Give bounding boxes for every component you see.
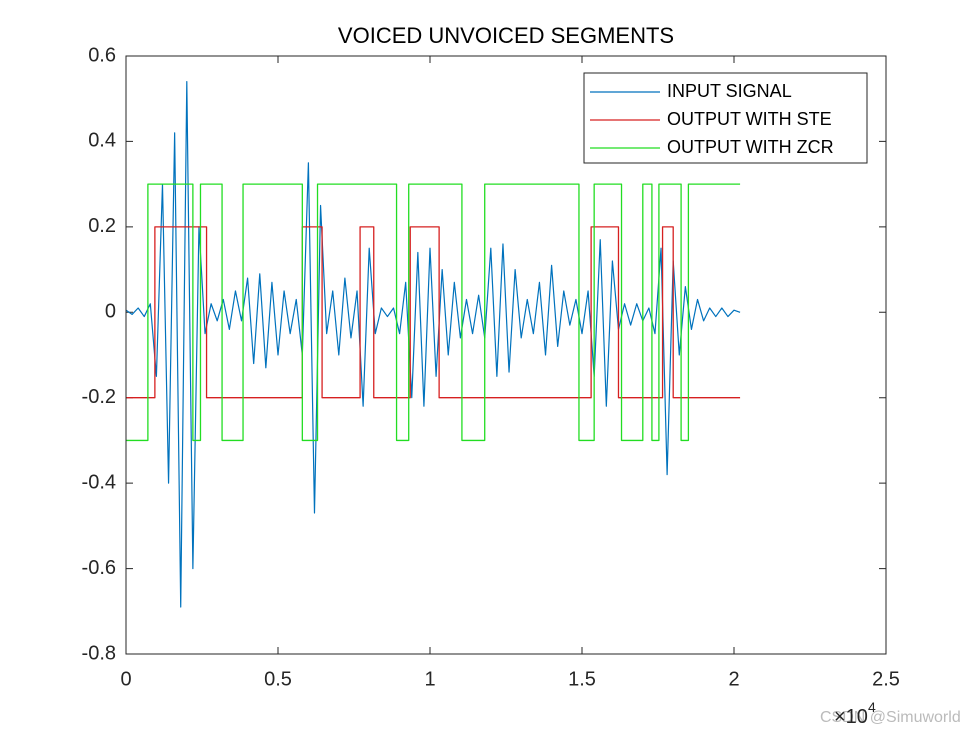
- y-tick-label: -0.4: [82, 471, 116, 493]
- chart-title: VOICED UNVOICED SEGMENTS: [338, 23, 674, 48]
- legend-label: OUTPUT WITH STE: [667, 109, 832, 129]
- x-tick-label: 2: [728, 668, 739, 690]
- x-multiplier-base: ×10: [834, 706, 868, 728]
- y-tick-label: 0.2: [88, 215, 116, 237]
- series-line: [126, 183, 741, 442]
- y-tick-label: -0.8: [82, 642, 116, 664]
- y-tick-label: 0.4: [88, 130, 116, 152]
- x-multiplier-exponent: 4: [868, 699, 876, 715]
- legend-label: INPUT SIGNAL: [667, 81, 792, 101]
- axes-box: [125, 55, 887, 655]
- y-tick-label: 0: [105, 301, 116, 323]
- y-tick-label: 0.6: [88, 44, 116, 66]
- legend-label: OUTPUT WITH ZCR: [667, 137, 834, 157]
- x-tick-label: 0: [120, 668, 131, 690]
- watermark: CSDN @Simuworld: [820, 709, 961, 726]
- x-tick-label: 2.5: [872, 668, 900, 690]
- x-tick-label: 0.5: [264, 668, 292, 690]
- series-line: [125, 81, 741, 608]
- x-tick-label: 1: [424, 668, 435, 690]
- x-multiplier: ×104: [834, 699, 876, 729]
- y-tick-label: -0.6: [82, 557, 116, 579]
- x-tick-label: 1.5: [568, 668, 596, 690]
- y-tick-label: -0.2: [82, 386, 116, 408]
